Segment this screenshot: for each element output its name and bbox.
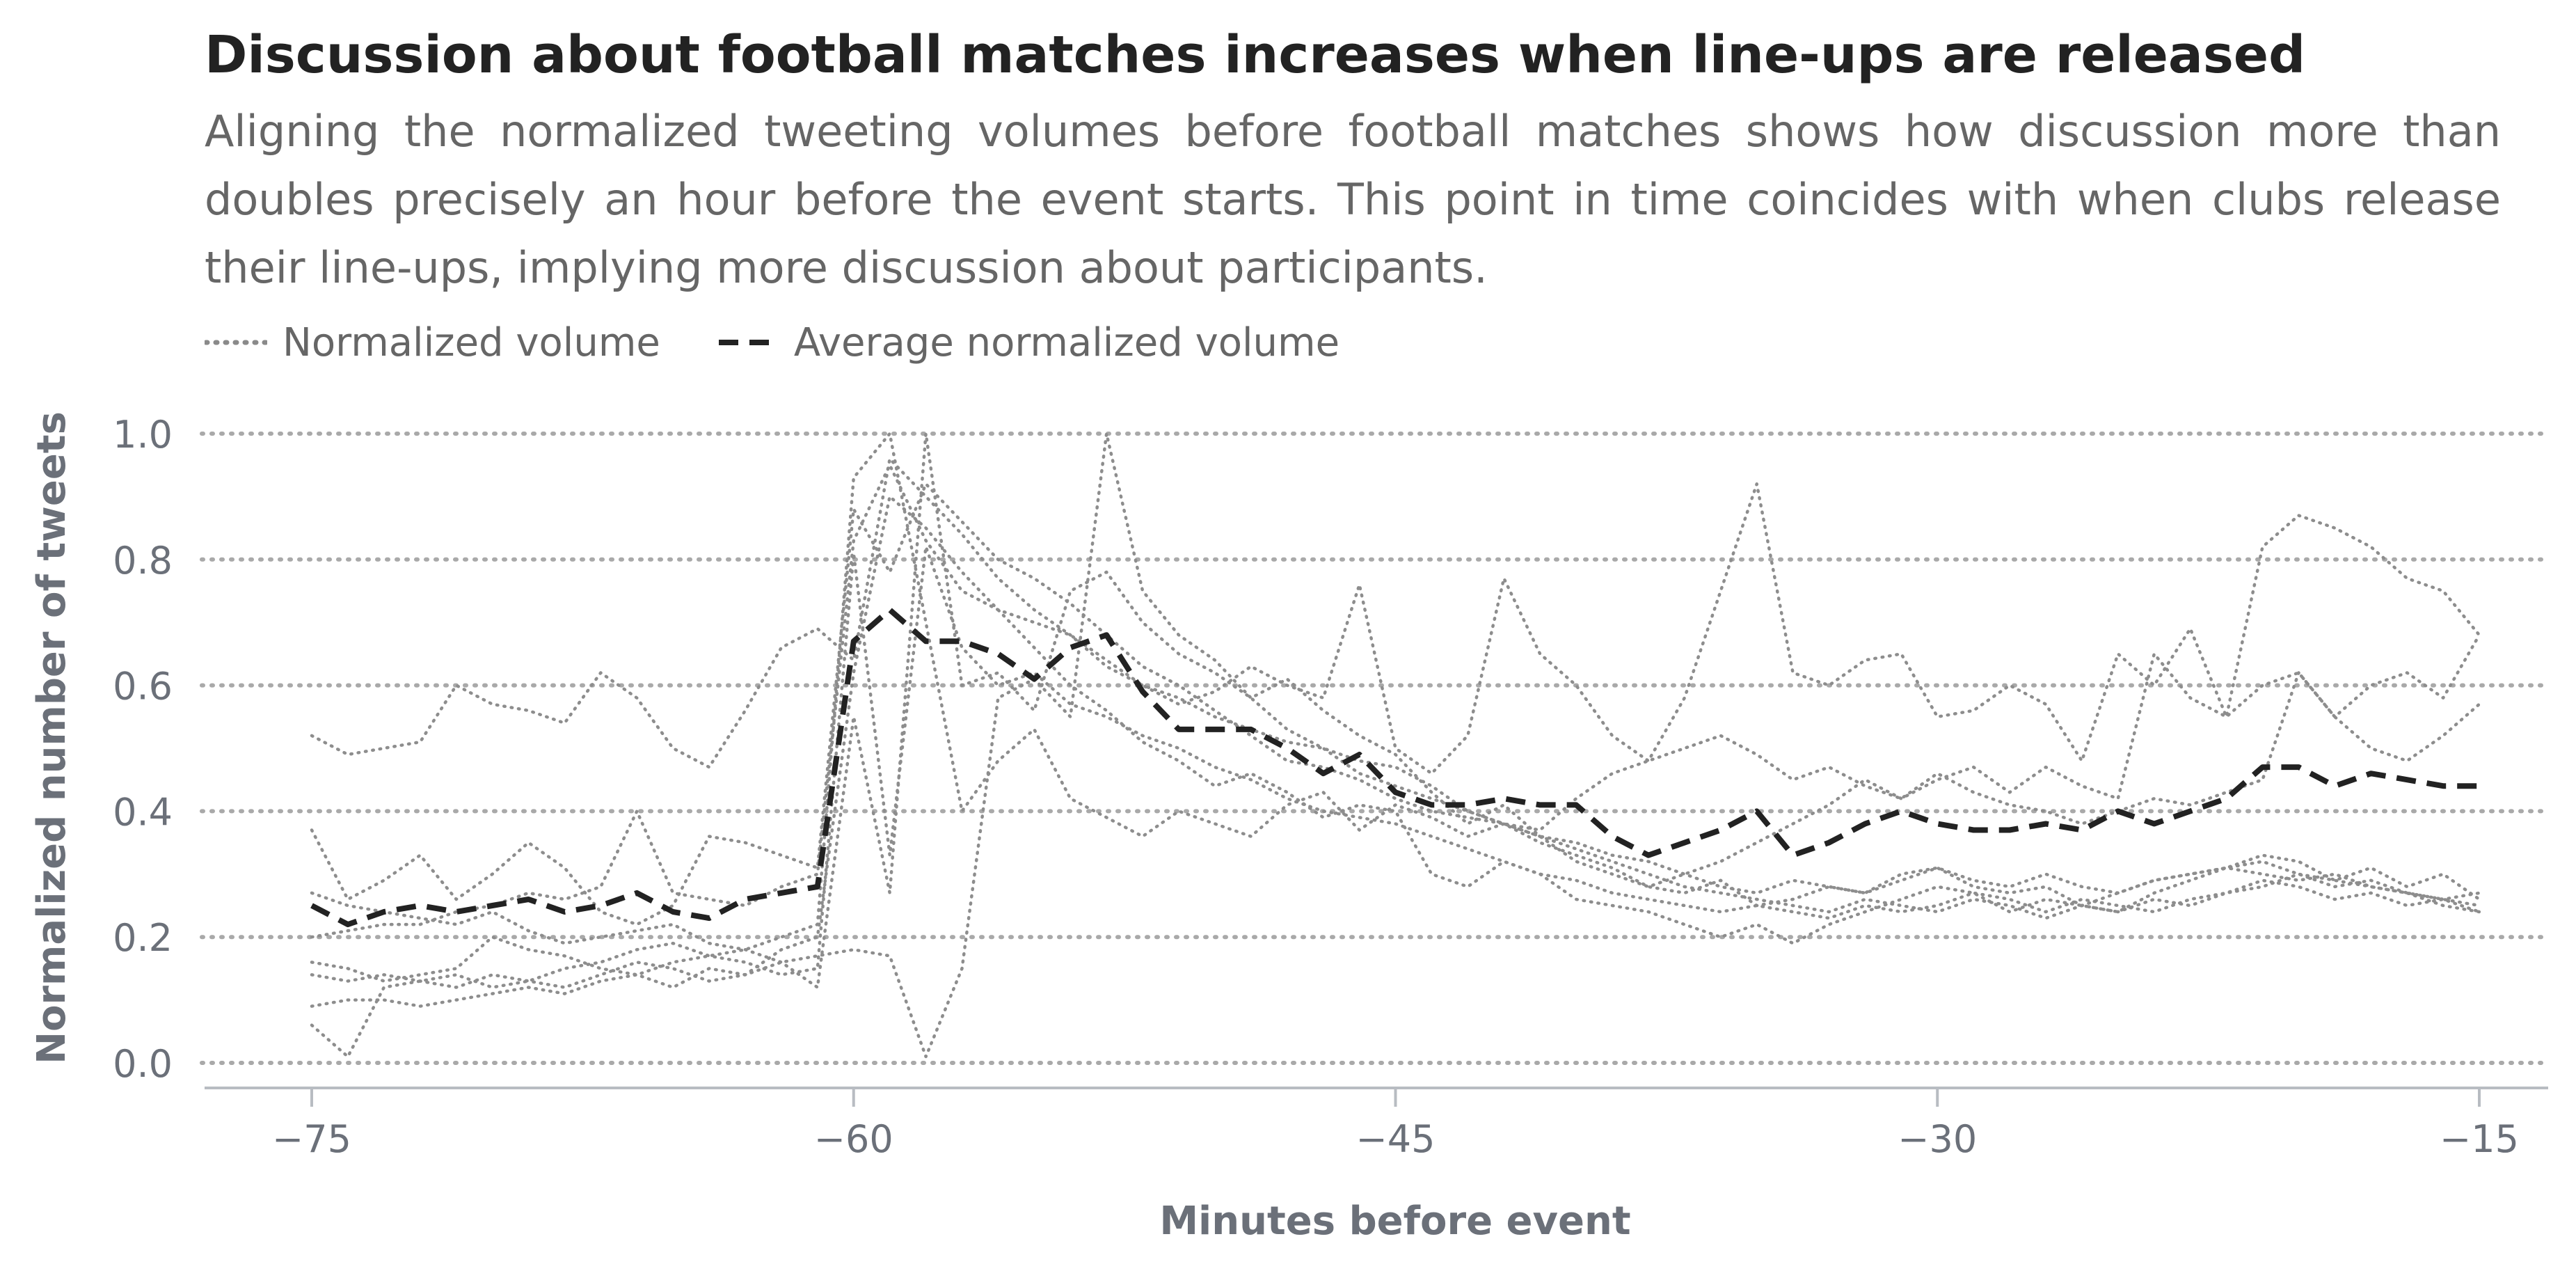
average-line [310, 607, 2479, 928]
series-line-8 [310, 463, 2481, 939]
x-tick-label: −75 [272, 1117, 351, 1161]
dotted-line-swatch-icon [205, 340, 267, 345]
grid-lines [200, 432, 2550, 1065]
y-axis-label: Normalized number of tweets [29, 411, 74, 1064]
legend: Normalized volume Average normalized vol… [205, 315, 1395, 370]
chart-title: Discussion about football matches increa… [205, 25, 2306, 85]
series-line-5 [310, 432, 2481, 1059]
y-tick-label: 0.6 [113, 665, 173, 709]
x-tick-label: −15 [2440, 1117, 2519, 1161]
series-lines [310, 432, 2481, 1059]
y-tick-label: 0.2 [113, 916, 173, 960]
average-line-group [310, 607, 2479, 928]
y-tick-label: 0.0 [113, 1042, 173, 1086]
x-axis-label: Minutes before event [1159, 1199, 1630, 1244]
y-tick-label: 0.8 [113, 539, 173, 583]
legend-label-normalized: Normalized volume [283, 319, 660, 365]
series-line-4 [310, 432, 2481, 989]
x-tick-label: −30 [1898, 1117, 1977, 1161]
series-line-7 [310, 495, 2481, 989]
x-tick-label: −60 [814, 1117, 893, 1161]
legend-label-average: Average normalized volume [793, 319, 1340, 365]
y-tick-label: 1.0 [113, 413, 173, 457]
chart-subtitle: Aligning the normalized tweeting volumes… [205, 106, 2501, 293]
series-line-2 [310, 482, 2481, 926]
x-tick-label: −45 [1356, 1117, 1436, 1161]
dashed-line-swatch-icon [718, 340, 777, 345]
series-line-1 [310, 457, 2481, 832]
legend-item-average: Average normalized volume [716, 320, 1339, 365]
x-axis: −75 −60 −45 −30 −15 [205, 1087, 2548, 1161]
series-line-3 [310, 432, 2481, 983]
legend-item-normalized: Normalized volume [205, 320, 660, 365]
series-line-6 [310, 545, 2481, 1059]
y-axis-ticks: 0.0 0.2 0.4 0.6 0.8 1.0 [113, 413, 173, 1086]
y-tick-label: 0.4 [113, 790, 173, 834]
